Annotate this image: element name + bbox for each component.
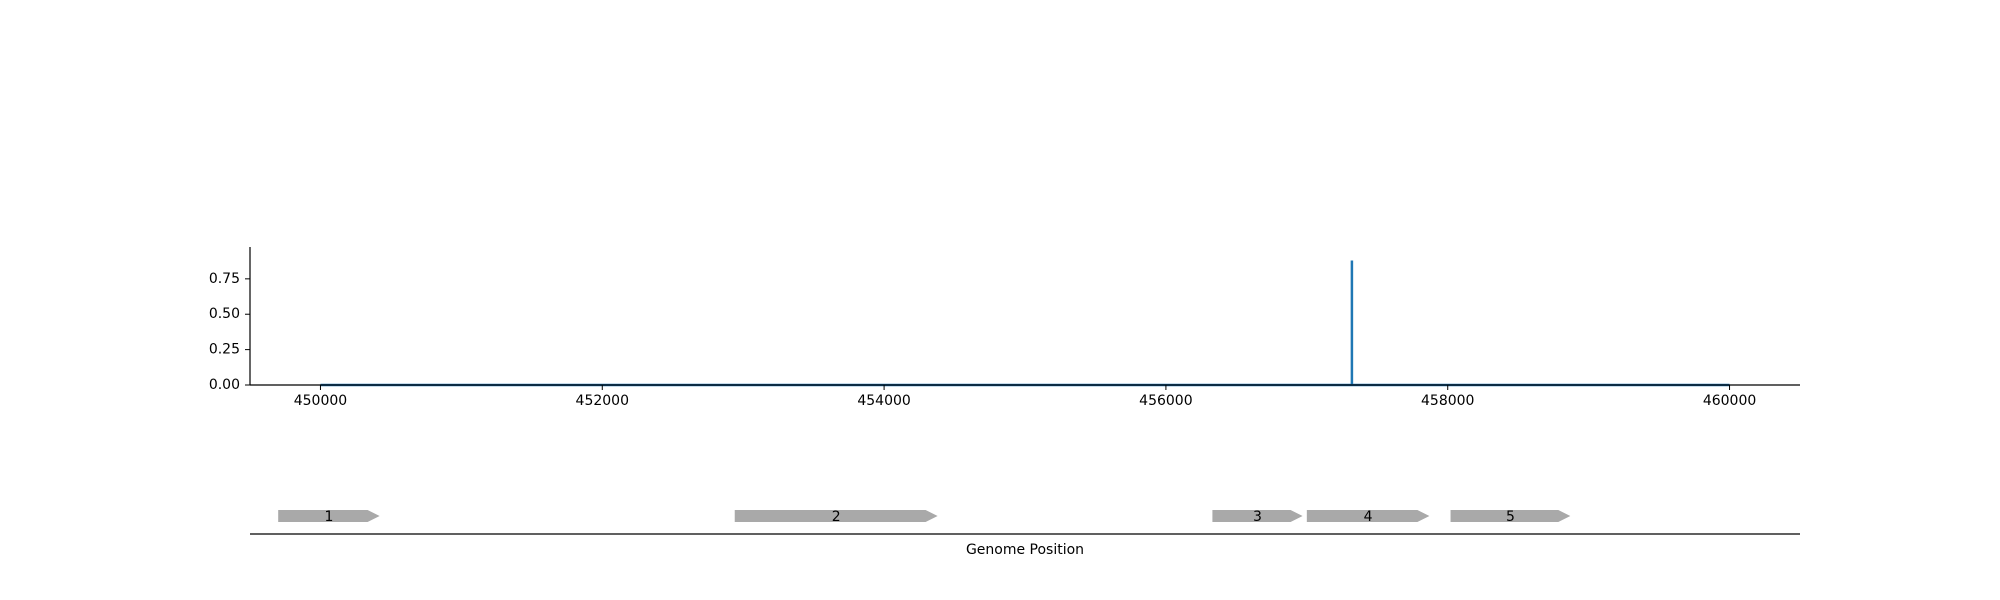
gene-label: 2 — [832, 509, 841, 525]
x-tick-label: 456000 — [1139, 393, 1192, 409]
gene-arrow — [1212, 510, 1303, 522]
gene-arrow — [278, 510, 380, 522]
y-tick-label: 0.25 — [209, 342, 240, 358]
y-tick-label: 0.00 — [209, 377, 240, 393]
signal-series-line — [320, 260, 1730, 387]
gene-track: 1 2 3 4 5 Genome Position — [250, 509, 1800, 558]
x-tick-label: 450000 — [294, 393, 347, 409]
y-tick-label: 0.75 — [209, 271, 240, 287]
gene-arrow — [734, 510, 938, 522]
signal-x-ticks: 450000 452000 454000 456000 458000 460000 — [294, 385, 1756, 409]
x-tick-label: 460000 — [1703, 393, 1756, 409]
gene-arrow — [1306, 510, 1430, 522]
gene-label: 3 — [1253, 509, 1262, 525]
signal-axes — [249, 247, 1800, 386]
x-tick-label: 452000 — [576, 393, 629, 409]
x-axis-title: Genome Position — [966, 542, 1084, 558]
gene-layer: 1 2 3 4 5 — [278, 509, 1571, 525]
gene-arrow — [1450, 510, 1571, 522]
gene-label: 5 — [1506, 509, 1515, 525]
gene-label: 4 — [1364, 509, 1373, 525]
signal-line-layer — [320, 260, 1730, 387]
x-tick-label: 454000 — [857, 393, 910, 409]
gene-label: 1 — [324, 509, 333, 525]
y-tick-label: 0.50 — [209, 306, 240, 322]
signal-y-ticks: 0.00 0.25 0.50 0.75 — [209, 271, 250, 393]
x-tick-label: 458000 — [1421, 393, 1474, 409]
signal-plot: 450000 452000 454000 456000 458000 460000 0.0… — [209, 247, 1800, 409]
